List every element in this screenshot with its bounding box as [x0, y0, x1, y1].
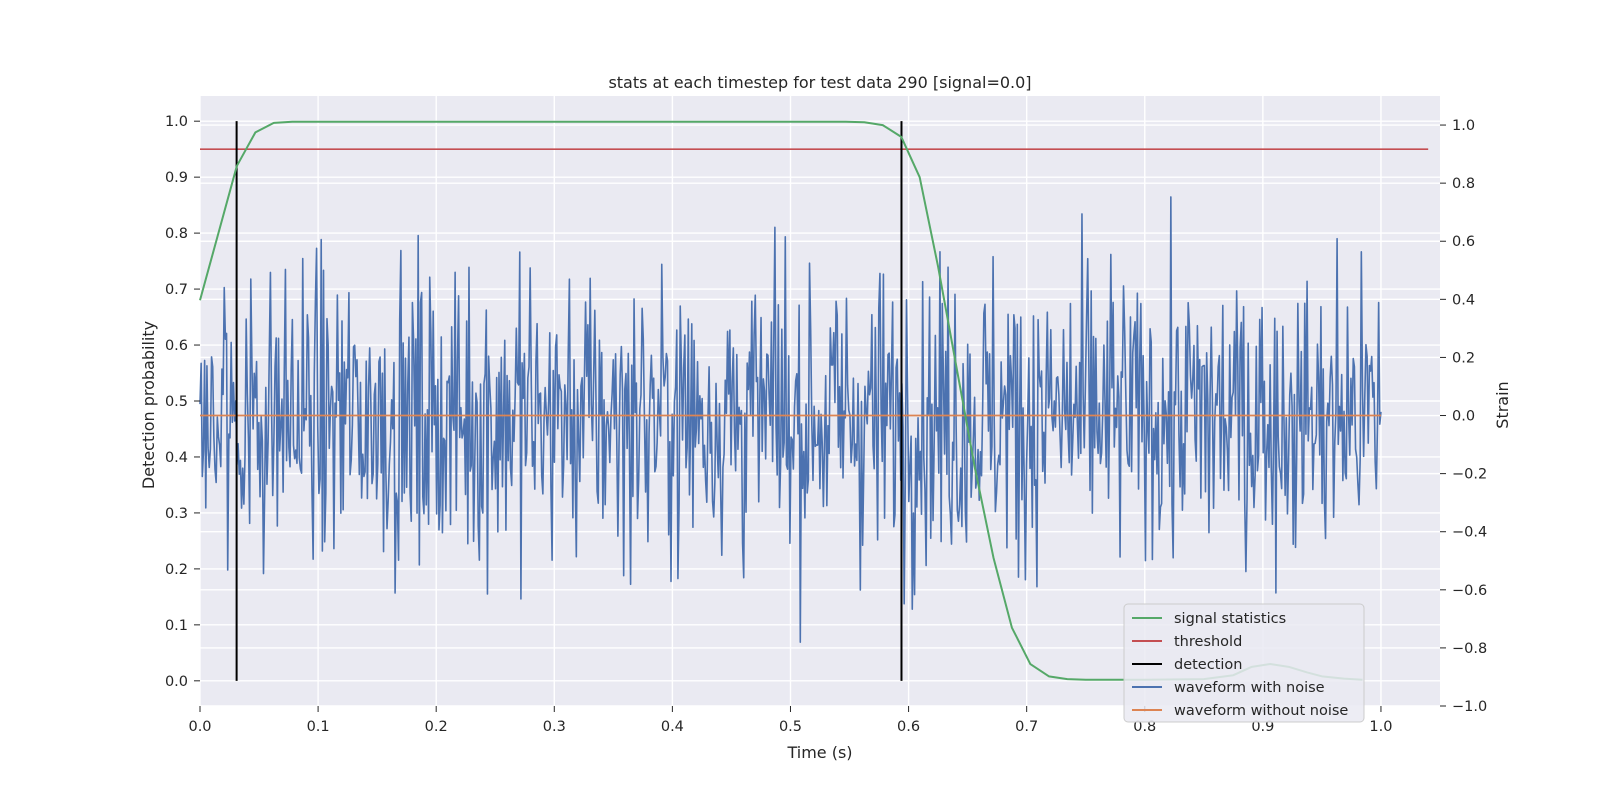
legend-label: threshold: [1174, 634, 1242, 650]
y-tick-label: 0.0: [165, 674, 188, 690]
y-tick-label: 0.9: [165, 170, 188, 186]
y-tick-label: 0.6: [165, 338, 188, 354]
y-tick-label: 0.7: [165, 282, 188, 298]
x-tick-label: 0.1: [307, 719, 330, 735]
right-y-tick-label: −0.4: [1452, 525, 1487, 541]
series-waveform-with-noise: [199, 196, 1382, 643]
x-axis-label: Time (s): [786, 743, 852, 762]
right-y-tick-label: 1.0: [1452, 118, 1475, 134]
right-y-tick-label: −0.2: [1452, 467, 1487, 483]
x-tick-label: 0.9: [1251, 719, 1274, 735]
right-y-tick-label: 0.0: [1452, 409, 1475, 425]
right-y-tick-label: −0.6: [1452, 583, 1487, 599]
y-tick-label: 1.0: [165, 114, 188, 130]
chart-title: stats at each timestep for test data 290…: [608, 73, 1031, 92]
legend: signal statistics threshold detection wavef…: [1123, 603, 1365, 723]
legend-label: waveform without noise: [1174, 703, 1348, 719]
y-tick-label: 0.4: [165, 450, 188, 466]
legend-label: detection: [1174, 657, 1242, 673]
x-tick-label: 0.4: [661, 719, 684, 735]
right-y-tick-label: 0.2: [1452, 350, 1475, 366]
y-axis-label: Detection probability: [139, 321, 158, 489]
x-tick-label: 0.5: [779, 719, 802, 735]
x-tick-label: 0.0: [188, 719, 211, 735]
y-tick-label: 0.5: [165, 394, 188, 410]
x-tick-label: 0.2: [425, 719, 448, 735]
x-tick-label: 0.8: [1133, 719, 1156, 735]
y-tick-label: 0.2: [165, 562, 188, 578]
axes-layer: 0.0 0.1 0.2 0.3 0.4 0.5 0.6 0.7 0.8 0.9 1.0 0.0 0.1 0…: [165, 114, 1487, 735]
x-tick-label: 0.3: [543, 719, 566, 735]
right-y-tick-label: 0.4: [1452, 292, 1475, 308]
x-tick-label: 0.7: [1015, 719, 1038, 735]
y-tick-label: 0.3: [165, 506, 188, 522]
right-y-tick-label: −0.8: [1452, 641, 1487, 657]
x-tick-label: 1.0: [1369, 719, 1392, 735]
legend-label: signal statistics: [1174, 611, 1286, 627]
series-layer: [199, 120, 1429, 681]
right-y-tick-label: −1.0: [1452, 699, 1487, 715]
legend-label: waveform with noise: [1174, 680, 1325, 696]
right-y-tick-label: 0.8: [1452, 176, 1475, 192]
y-tick-label: 0.1: [165, 618, 188, 634]
right-y-axis-label: Strain: [1493, 381, 1512, 428]
legend-box: [1123, 603, 1365, 723]
x-tick-label: 0.6: [897, 719, 920, 735]
right-y-tick-label: 0.6: [1452, 234, 1475, 250]
y-tick-label: 0.8: [165, 226, 188, 242]
